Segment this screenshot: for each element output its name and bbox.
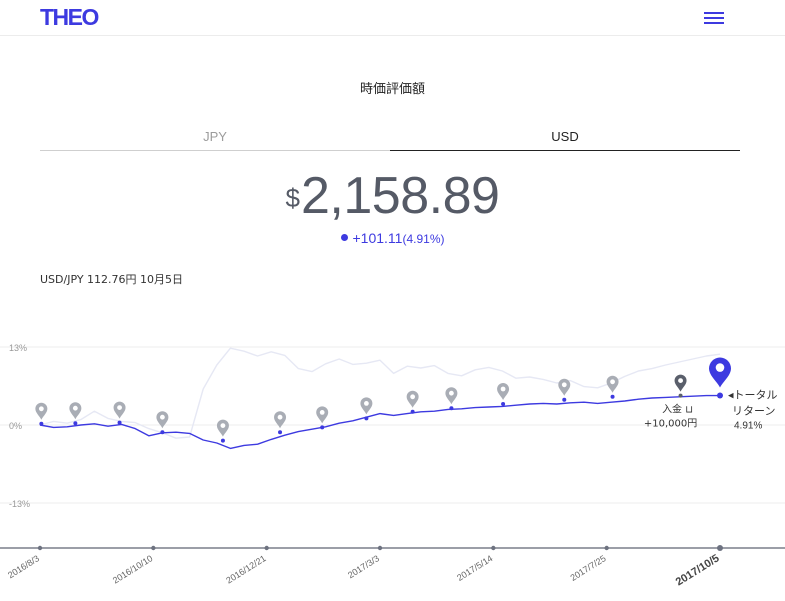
deposit-label: 入金 ⊔ — [662, 403, 693, 416]
map-pin-icon[interactable] — [69, 402, 82, 420]
pin-hole — [610, 379, 615, 385]
data-point-dot — [501, 402, 506, 406]
total-return-sublabel: リターン — [732, 405, 775, 418]
pin-hole — [277, 414, 283, 420]
y-tick-label: 0% — [9, 421, 22, 431]
map-pin-icon[interactable] — [674, 374, 687, 392]
data-point-dot — [678, 393, 683, 398]
tab-jpy[interactable]: JPY — [40, 127, 390, 151]
map-pin-icon[interactable] — [113, 401, 126, 419]
x-tick-dot — [264, 545, 269, 551]
data-point-dot — [73, 421, 78, 426]
change-percent: (4.91%) — [402, 232, 445, 246]
data-point-dot — [220, 438, 225, 443]
map-pin-icon[interactable] — [497, 383, 510, 400]
location-pin-icon[interactable] — [709, 357, 731, 388]
x-tick-label: 2016/10/10 — [111, 553, 155, 585]
x-tick-label: 2016/12/21 — [224, 553, 268, 585]
value-amount: 2,158.89 — [301, 167, 500, 225]
x-tick-label: 2017/7/25 — [568, 553, 607, 583]
pin-hole — [364, 401, 369, 406]
pin-hole — [500, 386, 506, 392]
x-tick-label: 2017/5/14 — [455, 553, 494, 583]
pin-hole — [561, 382, 567, 388]
data-point-dot — [610, 394, 615, 399]
data-point-dot — [364, 416, 369, 421]
pin-hole — [449, 390, 454, 396]
pin-hole — [160, 414, 165, 420]
x-tick-dot — [377, 545, 383, 551]
data-point-dot — [320, 425, 325, 430]
x-tick-dot — [604, 545, 609, 551]
pin-hole — [72, 405, 78, 411]
map-pin-icon[interactable] — [274, 411, 287, 429]
data-point-dot — [39, 421, 44, 426]
portfolio-value: $2,158.89 — [0, 166, 785, 226]
x-tick-label: 2017/3/3 — [346, 553, 381, 580]
total-return-dot — [717, 392, 723, 399]
app-header: THEO — [0, 0, 785, 36]
pin-hole — [319, 410, 325, 415]
theo-logo[interactable]: THEO — [40, 4, 99, 30]
pin-hole — [38, 406, 44, 412]
pin-hole — [678, 378, 683, 383]
currency-tabs: JPY USD — [40, 127, 740, 151]
map-pin-icon[interactable] — [558, 378, 571, 396]
map-pin-icon[interactable] — [360, 397, 373, 415]
map-pin-icon[interactable] — [316, 406, 329, 424]
map-pin-icon[interactable] — [406, 390, 419, 408]
total-return-label: ◂トータル — [728, 389, 778, 402]
change-amount: +101.11 — [352, 230, 403, 246]
total-return-value: 4.91% — [734, 421, 762, 432]
performance-chart[interactable]: 13% 0% -13% 2016/8/3 2016/10/10 2016/12/21 201… — [0, 300, 785, 601]
hamburger-menu-icon[interactable] — [702, 9, 728, 27]
y-tick-label: -13% — [9, 499, 30, 509]
data-point-dot — [278, 430, 283, 435]
map-pin-icon[interactable] — [445, 387, 458, 405]
x-tick-dot — [37, 545, 43, 551]
data-point-dot — [160, 430, 165, 435]
x-tick-label: 2017/10/5 — [674, 552, 722, 588]
change-dot-icon — [340, 234, 348, 241]
tab-usd[interactable]: USD — [390, 127, 740, 151]
map-pin-icon[interactable] — [35, 402, 48, 420]
data-point-dot — [410, 409, 415, 414]
pin-hole — [410, 394, 416, 400]
x-tick-dot — [717, 545, 723, 551]
value-change: +101.11(4.91%) — [0, 230, 785, 246]
section-title: 時価評価額 — [359, 82, 425, 97]
deposit-amount: +10,000円 — [644, 419, 697, 430]
pin-hole — [117, 405, 122, 410]
portfolio-line — [39, 394, 721, 450]
x-tick-dot — [151, 545, 156, 551]
y-tick-label: 13% — [9, 343, 27, 353]
pin-hole — [715, 363, 725, 372]
data-point-dot — [562, 397, 567, 402]
benchmark-line — [39, 347, 721, 439]
map-pin-icon[interactable] — [156, 411, 169, 429]
fx-rate-label: USD/JPY 112.76円 10月5日 — [40, 273, 184, 286]
map-pin-icon[interactable] — [216, 419, 229, 437]
x-tick-dot — [491, 545, 496, 551]
x-tick-label: 2016/8/3 — [6, 553, 41, 580]
data-point-dot — [117, 420, 122, 425]
pin-hole — [220, 423, 226, 428]
currency-symbol: $ — [285, 183, 301, 213]
data-point-dot — [449, 406, 454, 411]
map-pin-icon[interactable] — [606, 375, 619, 393]
